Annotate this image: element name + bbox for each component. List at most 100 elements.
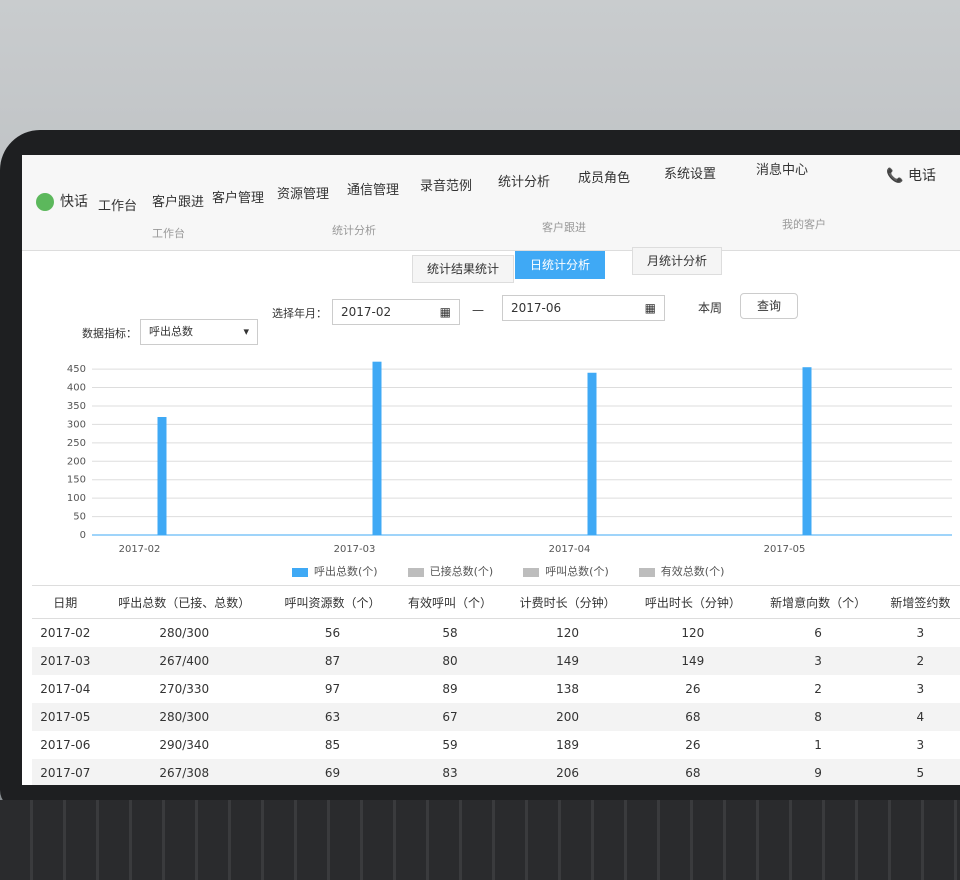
table-row: 2017-06 290/340 85 59 189 26 1 3 <box>32 731 960 759</box>
bar <box>372 361 382 535</box>
table-row: 2017-03 267/400 87 80 149 149 3 2 <box>32 647 960 675</box>
metric-value: 呼出总数 <box>149 325 193 338</box>
table-row: 2017-07 267/308 69 83 206 68 9 5 <box>32 759 960 785</box>
keyboard <box>0 800 960 880</box>
y-tick-label: 300 <box>67 419 86 430</box>
table-cell: 85 <box>324 738 341 752</box>
table-cell: 8 <box>755 703 881 731</box>
table-cell: 2017-06 <box>40 738 91 752</box>
column-header: 呼出时长（分钟） <box>630 585 756 619</box>
table-cell: 138 <box>556 682 580 696</box>
table-cell: 2017-07 <box>32 759 99 785</box>
table-cell: 189 <box>556 738 580 752</box>
x-tick-label: 2017-04 <box>549 544 591 555</box>
table-cell: 267/400 <box>98 647 270 675</box>
nav-item[interactable]: 通信管理 <box>347 183 400 198</box>
legend-label: 呼叫总数(个) <box>545 565 609 578</box>
table-cell: 80 <box>395 647 505 675</box>
end-value: 2017-06 <box>511 301 562 315</box>
table-cell: 120 <box>681 626 705 640</box>
nav-item[interactable]: 客户跟进 <box>152 195 205 210</box>
table-cell: 58 <box>442 626 458 640</box>
start-date[interactable]: 2017-02 ▦ <box>332 299 460 325</box>
nav-item[interactable]: 成员角色 <box>578 171 631 186</box>
table-cell: 290/340 <box>159 738 210 752</box>
nav-item[interactable]: 消息中心 <box>756 163 809 178</box>
table-cell: 56 <box>324 626 341 640</box>
table-cell: 97 <box>324 682 341 696</box>
table-header: 日期 呼出总数（已接、总数） 呼叫资源数（个） 有效呼叫（个） 计费时长（分钟） 呼出时长… <box>32 585 960 619</box>
table-cell: 26 <box>685 738 701 752</box>
nav-item[interactable]: 录音范例 <box>420 179 473 194</box>
table-row: 2017-02 280/300 56 58 120 120 6 3 <box>32 619 960 648</box>
table-cell: 2 <box>880 647 960 675</box>
bar <box>157 417 167 535</box>
table-cell: 2 <box>814 682 822 696</box>
legend-item[interactable]: 呼出总数(个) <box>292 563 378 579</box>
column-header: 呼出总数（已接、总数） <box>98 585 270 619</box>
y-tick-label: 250 <box>67 438 86 449</box>
legend-item[interactable]: 呼叫总数(个) <box>523 563 609 579</box>
tab[interactable]: 统计结果统计 <box>412 255 515 283</box>
week-label[interactable]: 本周 <box>698 301 723 315</box>
query-button[interactable]: 查询 <box>740 293 798 319</box>
legend-label: 有效总数(个) <box>660 565 725 578</box>
phone-label: 电话 <box>908 168 936 184</box>
table-cell: 3 <box>916 626 925 640</box>
y-tick-label: 450 <box>67 364 86 375</box>
legend-item[interactable]: 有效总数(个) <box>638 563 725 579</box>
table-cell: 67 <box>395 703 505 731</box>
month-label: 选择年月： <box>272 307 327 320</box>
table-cell: 3 <box>916 738 925 752</box>
bar <box>587 372 597 535</box>
table-cell: 2017-02 <box>40 626 91 640</box>
end-date[interactable]: 2017-06 ▦ <box>502 295 665 321</box>
phone[interactable]: 📞 电话 <box>886 168 936 184</box>
legend-item[interactable]: 已接总数(个) <box>407 563 494 579</box>
column-header: 计费时长（分钟） <box>505 585 631 619</box>
legend-swatch <box>407 567 424 577</box>
legend-label: 已接总数(个) <box>429 565 494 578</box>
sub-nav-item[interactable]: 客户跟进 <box>542 221 586 234</box>
date-dash: — <box>472 303 484 317</box>
bar <box>802 367 812 535</box>
table-cell: 2017-03 <box>32 647 99 675</box>
table-cell: 2017-04 <box>40 682 91 696</box>
nav-item[interactable]: 统计分析 <box>498 175 551 190</box>
y-tick-label: 200 <box>67 456 86 467</box>
table-cell: 267/308 <box>98 759 270 785</box>
column-header: 新增签约数 <box>880 585 960 619</box>
table-cell: 149 <box>630 647 756 675</box>
metric-select[interactable]: 呼出总数 ▾ <box>140 319 258 345</box>
sub-nav-item[interactable]: 统计分析 <box>332 224 376 237</box>
nav-item[interactable]: 工作台 <box>98 199 138 214</box>
legend-swatch <box>523 567 540 577</box>
tab[interactable]: 月统计分析 <box>632 247 723 275</box>
nav-item[interactable]: 资源管理 <box>277 187 330 202</box>
table-cell: 6 <box>814 626 822 640</box>
sub-nav-item[interactable]: 工作台 <box>152 227 185 240</box>
legend: 呼出总数(个) 已接总数(个) 呼叫总数(个) 有效总数(个) <box>292 563 724 579</box>
tab[interactable]: 日统计分析 <box>515 251 606 279</box>
table-cell: 9 <box>755 759 881 785</box>
table-cell: 68 <box>630 759 756 785</box>
nav-item[interactable]: 系统设置 <box>664 167 717 182</box>
x-tick-label: 2017-02 <box>119 544 161 555</box>
y-tick-label: 100 <box>67 493 86 504</box>
y-tick-label: 50 <box>73 512 86 523</box>
logo: 快话 <box>36 191 88 211</box>
y-tick-label: 400 <box>67 383 86 394</box>
table-cell: 270/330 <box>159 682 210 696</box>
sub-nav-item[interactable]: 我的客户 <box>782 218 826 231</box>
table-cell: 206 <box>505 759 631 785</box>
nav-item[interactable]: 客户管理 <box>212 191 265 206</box>
table-cell: 83 <box>395 759 505 785</box>
table-cell: 59 <box>442 738 458 752</box>
legend-swatch <box>638 567 655 577</box>
table-cell: 280/300 <box>159 626 210 640</box>
table-cell: 200 <box>505 703 631 731</box>
y-tick-label: 150 <box>67 475 86 486</box>
legend-swatch <box>292 567 308 577</box>
table-cell: 89 <box>442 682 458 696</box>
